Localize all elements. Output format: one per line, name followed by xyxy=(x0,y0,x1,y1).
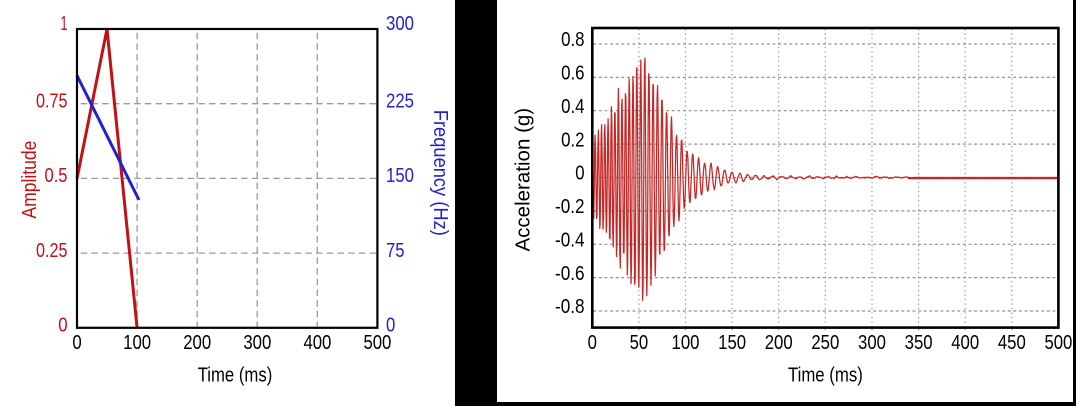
svg-text:200: 200 xyxy=(183,332,211,354)
svg-text:0: 0 xyxy=(58,315,67,337)
svg-text:0: 0 xyxy=(588,332,597,354)
svg-text:-0.6: -0.6 xyxy=(555,263,585,285)
svg-text:0: 0 xyxy=(575,163,584,185)
svg-text:Time (ms): Time (ms) xyxy=(788,365,863,387)
svg-text:100: 100 xyxy=(672,332,700,354)
svg-text:300: 300 xyxy=(858,332,886,354)
svg-text:150: 150 xyxy=(386,165,414,187)
svg-text:0: 0 xyxy=(386,315,395,337)
svg-text:300: 300 xyxy=(243,332,271,354)
svg-text:0.6: 0.6 xyxy=(561,63,584,85)
svg-text:0.2: 0.2 xyxy=(561,129,584,151)
svg-text:0.25: 0.25 xyxy=(36,240,68,262)
svg-text:500: 500 xyxy=(1044,332,1072,354)
svg-text:0.75: 0.75 xyxy=(36,91,68,113)
svg-text:500: 500 xyxy=(363,332,391,354)
svg-text:100: 100 xyxy=(123,332,151,354)
svg-text:225: 225 xyxy=(386,91,414,113)
svg-text:400: 400 xyxy=(303,332,331,354)
svg-text:0: 0 xyxy=(72,332,81,354)
svg-text:0.8: 0.8 xyxy=(561,29,584,51)
svg-text:Acceleration (g): Acceleration (g) xyxy=(513,108,535,252)
svg-text:0.5: 0.5 xyxy=(45,165,68,187)
svg-text:Frequency (Hz): Frequency (Hz) xyxy=(429,110,451,236)
svg-text:150: 150 xyxy=(718,332,746,354)
svg-text:75: 75 xyxy=(386,240,405,262)
svg-text:Time (ms): Time (ms) xyxy=(198,365,273,387)
svg-text:-0.2: -0.2 xyxy=(555,196,585,218)
svg-text:350: 350 xyxy=(905,332,933,354)
svg-text:Amplitude: Amplitude xyxy=(19,141,41,219)
svg-text:200: 200 xyxy=(765,332,793,354)
svg-text:250: 250 xyxy=(811,332,839,354)
svg-text:-0.4: -0.4 xyxy=(555,230,585,252)
svg-text:50: 50 xyxy=(630,332,649,354)
svg-text:-0.8: -0.8 xyxy=(555,296,585,318)
svg-text:1: 1 xyxy=(61,13,68,35)
svg-text:400: 400 xyxy=(951,332,979,354)
svg-text:450: 450 xyxy=(998,332,1026,354)
svg-text:300: 300 xyxy=(386,13,414,35)
svg-text:0.4: 0.4 xyxy=(561,96,584,118)
